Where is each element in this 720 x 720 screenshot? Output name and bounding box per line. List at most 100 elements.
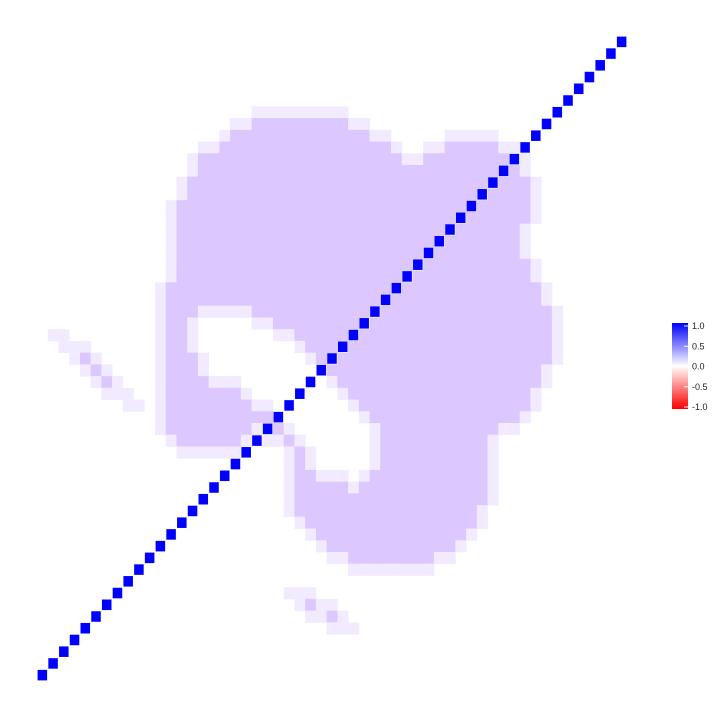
heatmap-cell — [519, 153, 531, 166]
heatmap-cell — [466, 481, 478, 494]
heatmap-cell — [219, 434, 231, 447]
heatmap-cell — [337, 528, 349, 541]
heatmap-cell — [391, 141, 403, 154]
heatmap-cell — [251, 317, 263, 330]
heatmap-cell — [176, 446, 188, 459]
heatmap-cell — [273, 106, 285, 119]
heatmap-cell — [423, 552, 435, 565]
heatmap-cell — [294, 129, 306, 142]
heatmap-cell — [444, 165, 456, 178]
heatmap-cell — [380, 364, 392, 377]
heatmap-cell — [176, 270, 188, 283]
heatmap-cell — [498, 270, 510, 283]
heatmap-cell — [208, 270, 220, 283]
heatmap-cell — [401, 434, 413, 447]
heatmap-cell — [498, 141, 510, 154]
diagonal-cell — [273, 411, 284, 423]
heatmap-cell — [487, 141, 499, 154]
diagonal-cell — [509, 153, 520, 165]
diagonal-cell — [48, 658, 58, 669]
heatmap-cell — [197, 294, 210, 307]
heatmap-cell — [90, 376, 102, 389]
heatmap-cell — [401, 200, 413, 213]
heatmap-cell — [219, 165, 231, 178]
heatmap-cell — [326, 118, 338, 131]
heatmap-cell — [466, 434, 478, 447]
heatmap-cell — [283, 329, 295, 342]
heatmap-cell — [412, 399, 424, 412]
heatmap-cell — [251, 411, 263, 424]
heatmap-cell — [358, 129, 370, 142]
heatmap-cell — [541, 305, 553, 318]
heatmap-cell — [273, 247, 285, 260]
heatmap-cell — [283, 493, 295, 506]
heatmap-cell — [391, 528, 403, 541]
heatmap-cell — [433, 493, 446, 506]
heatmap-cell — [401, 423, 413, 436]
heatmap-cell — [433, 469, 446, 483]
heatmap-cell — [509, 141, 521, 154]
heatmap-cell — [455, 505, 467, 518]
heatmap-cell — [187, 200, 199, 213]
heatmap-cell — [326, 610, 338, 623]
heatmap-cell — [519, 399, 531, 412]
heatmap-cell — [230, 211, 242, 225]
heatmap-cell — [240, 188, 252, 201]
heatmap-cell — [315, 481, 328, 494]
heatmap-cell — [423, 563, 435, 576]
heatmap-cell — [283, 587, 295, 600]
heatmap-cell — [348, 223, 360, 236]
heatmap-cell — [423, 493, 435, 506]
heatmap-cell — [230, 376, 242, 389]
heatmap-cell — [476, 340, 488, 354]
heatmap-cell — [315, 153, 328, 166]
diagonal-cell — [69, 634, 80, 646]
heatmap-cell — [337, 282, 349, 295]
heatmap-cell — [444, 540, 456, 553]
heatmap-cell — [208, 141, 220, 154]
heatmap-cell — [433, 247, 446, 260]
diagonal-cell — [380, 294, 391, 306]
heatmap-cell — [187, 446, 199, 459]
heatmap-cell — [358, 528, 370, 541]
heatmap-cell — [262, 211, 274, 225]
heatmap-cell — [487, 270, 499, 283]
heatmap-cell — [197, 434, 210, 447]
heatmap-cell — [369, 505, 381, 518]
heatmap-cell — [380, 211, 392, 225]
heatmap-cell — [197, 305, 210, 318]
heatmap-cell — [519, 258, 531, 271]
heatmap-cell — [380, 387, 392, 400]
heatmap-cell — [466, 270, 478, 283]
heatmap-cell — [455, 376, 467, 389]
heatmap-cell — [240, 235, 252, 248]
heatmap-cell — [187, 235, 199, 248]
heatmap-cell — [466, 317, 478, 330]
heatmap-cell — [423, 423, 435, 436]
heatmap-cell — [530, 294, 542, 307]
heatmap-cell — [326, 200, 338, 213]
heatmap-cell — [401, 458, 413, 471]
correlation-blob-layer — [47, 106, 564, 635]
legend-tick-label: 1.0 — [692, 321, 705, 331]
heatmap-cell — [262, 247, 274, 260]
heatmap-cell — [273, 294, 285, 307]
heatmap-cell — [305, 446, 317, 459]
heatmap-cell — [337, 294, 349, 307]
heatmap-cell — [433, 387, 446, 400]
heatmap-cell — [433, 188, 446, 201]
heatmap-cell — [262, 411, 274, 424]
heatmap-cell — [326, 364, 338, 377]
heatmap-cell — [519, 411, 531, 424]
heatmap-cell — [240, 294, 252, 307]
heatmap-cell — [230, 258, 242, 271]
heatmap-cell — [262, 235, 274, 248]
heatmap-cell — [197, 282, 210, 295]
heatmap-cell — [165, 235, 177, 248]
heatmap-cell — [208, 188, 220, 201]
heatmap-cell — [219, 411, 231, 424]
heatmap-cell — [380, 411, 392, 424]
heatmap-cell — [487, 434, 499, 447]
heatmap-cell — [219, 211, 231, 225]
heatmap-cell — [90, 364, 102, 377]
